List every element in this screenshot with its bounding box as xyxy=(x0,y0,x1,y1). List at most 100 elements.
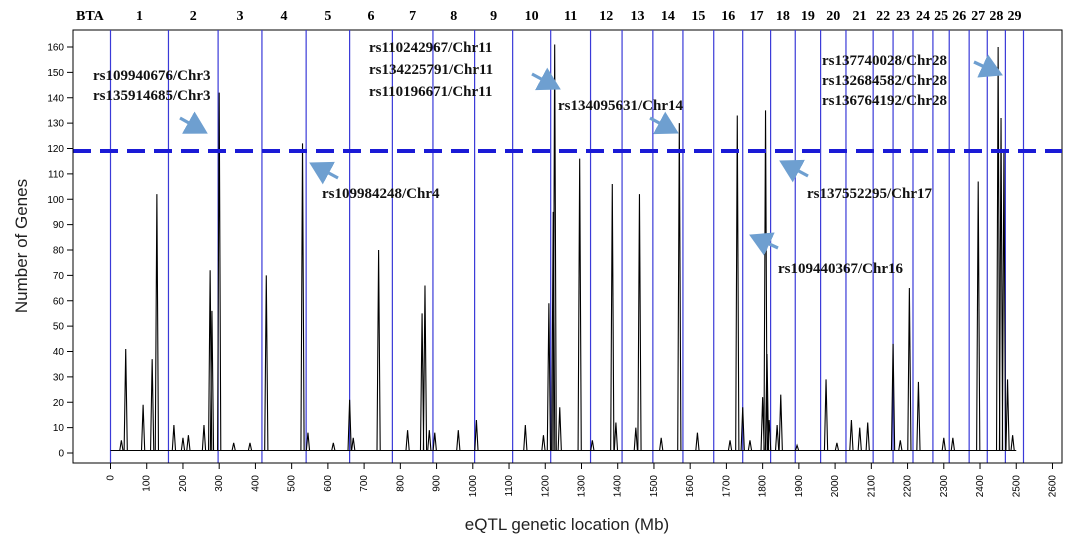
peak-1 xyxy=(123,348,128,451)
peak-27 xyxy=(474,419,479,451)
y-tick-label-20: 20 xyxy=(53,398,65,409)
peak-58 xyxy=(865,422,870,451)
peak-42 xyxy=(695,432,700,451)
chromosome-label-4: 4 xyxy=(281,9,288,24)
chromosome-label-24: 24 xyxy=(916,9,930,24)
x-tick-label-2400: 2400 xyxy=(975,475,986,498)
peak-39 xyxy=(637,194,642,451)
peak-7 xyxy=(186,435,191,451)
annotation-arrow-4 xyxy=(749,232,779,256)
peak-20 xyxy=(376,249,381,451)
peak-18 xyxy=(347,399,352,451)
chromosome-label-9: 9 xyxy=(490,9,497,24)
x-tick-label-400: 400 xyxy=(250,475,261,492)
peak-38 xyxy=(633,427,638,451)
peak-66 xyxy=(995,46,1001,451)
chromosome-label-5: 5 xyxy=(324,9,331,24)
chromosome-label-22: 22 xyxy=(876,9,890,24)
chromosome-label-6: 6 xyxy=(367,9,374,24)
y-tick-label-30: 30 xyxy=(53,372,65,383)
annotation-arrow-5 xyxy=(779,159,809,183)
x-tick-label-1600: 1600 xyxy=(685,475,696,498)
x-tick-label-2300: 2300 xyxy=(939,475,950,498)
annotation-5-line-0: rs137552295/Chr17 xyxy=(807,186,932,202)
peak-62 xyxy=(916,381,921,451)
chromosome-label-14: 14 xyxy=(661,9,675,24)
peak-56 xyxy=(849,419,854,451)
chromosome-label-20: 20 xyxy=(826,9,840,24)
y-tick-label-160: 160 xyxy=(47,43,64,54)
annotation-0-line-1: rs135914685/Chr3 xyxy=(93,88,211,104)
snp-annotations: rs109940676/Chr3 rs135914685/Chr3 rs109984… xyxy=(93,40,947,277)
peak-64 xyxy=(950,437,955,451)
annotation-arrow-0 xyxy=(179,111,208,134)
annotation-arrow-1 xyxy=(309,161,339,185)
annotation-3-line-0: rs134095631/Chr14 xyxy=(558,98,683,114)
annotation-0-line-0: rs109940676/Chr3 xyxy=(93,68,211,84)
x-tick-label-1800: 1800 xyxy=(758,475,769,498)
peak-2 xyxy=(140,404,146,451)
peak-23 xyxy=(422,285,428,451)
peak-59 xyxy=(890,343,896,451)
peak-36 xyxy=(610,184,615,451)
chromosome-label-18: 18 xyxy=(776,9,790,24)
peak-22 xyxy=(419,313,425,451)
chromosome-label-1: 1 xyxy=(136,9,143,24)
x-axis-title: eQTL genetic location (Mb) xyxy=(465,515,669,534)
peak-24 xyxy=(427,430,432,451)
chromosome-label-15: 15 xyxy=(691,9,705,24)
peak-25 xyxy=(432,432,437,451)
x-tick-label-200: 200 xyxy=(178,475,189,492)
y-tick-label-100: 100 xyxy=(47,195,64,206)
peak-44 xyxy=(735,115,740,451)
chromosome-labels: 1 2 3 4 5 6 7 8 9 10 11 12 13 14 15 16 17 18 19 20 21 22 23 24 2… xyxy=(136,9,1021,24)
y-tick-label-60: 60 xyxy=(53,296,65,307)
chromosome-label-12: 12 xyxy=(599,9,613,24)
peak-53 xyxy=(794,443,800,451)
peak-54 xyxy=(823,379,829,451)
x-tick-label-1400: 1400 xyxy=(613,475,624,498)
peak-70 xyxy=(1010,435,1015,451)
y-tick-label-110: 110 xyxy=(48,169,64,180)
peak-29 xyxy=(541,435,546,451)
x-tick-label-2100: 2100 xyxy=(866,475,877,498)
peak-67 xyxy=(998,118,1004,451)
annotation-6-line-0: rs137740028/Chr28 xyxy=(822,53,947,69)
y-tick-label-70: 70 xyxy=(53,271,65,282)
x-tick-label-500: 500 xyxy=(287,475,298,492)
y-tick-label-10: 10 xyxy=(53,423,65,434)
chromosome-label-23: 23 xyxy=(896,9,910,24)
annotation-4-line-0: rs109440367/Chr16 xyxy=(778,261,903,277)
gene-count-series xyxy=(110,44,1017,451)
x-tick-label-900: 900 xyxy=(432,475,443,492)
peak-31 xyxy=(551,211,556,451)
y-axis: 0 10 20 30 40 50 60 70 80 90 100 110 120 130 140 150 160 xyxy=(47,43,74,460)
peak-49 xyxy=(764,354,770,451)
y-tick-label-90: 90 xyxy=(53,220,65,231)
peak-40 xyxy=(659,437,664,451)
peak-48 xyxy=(763,110,768,451)
chromosome-label-21: 21 xyxy=(853,9,867,24)
chromosome-label-25: 25 xyxy=(934,9,948,24)
peak-0 xyxy=(119,440,124,451)
y-tick-label-120: 120 xyxy=(47,144,64,155)
annotation-2-line-0: rs110242967/Chr11 xyxy=(369,40,492,56)
peak-33 xyxy=(557,407,562,451)
peak-43 xyxy=(727,440,733,451)
chromosome-header: BTA xyxy=(76,9,105,24)
chromosome-label-10: 10 xyxy=(525,9,539,24)
y-tick-label-140: 140 xyxy=(47,93,64,104)
chromosome-boundaries xyxy=(109,30,1025,463)
y-tick-label-150: 150 xyxy=(47,68,64,79)
peak-55 xyxy=(834,442,840,451)
y-tick-label-50: 50 xyxy=(53,322,65,333)
peak-32 xyxy=(552,44,557,451)
chromosome-label-28: 28 xyxy=(989,9,1003,24)
chromosome-label-16: 16 xyxy=(721,9,735,24)
chromosome-label-19: 19 xyxy=(801,9,815,24)
peak-69 xyxy=(1005,379,1010,451)
y-tick-label-40: 40 xyxy=(53,347,65,358)
peak-11 xyxy=(217,92,222,451)
x-tick-label-600: 600 xyxy=(323,475,334,492)
annotation-1-line-0: rs109984248/Chr4 xyxy=(322,186,440,202)
